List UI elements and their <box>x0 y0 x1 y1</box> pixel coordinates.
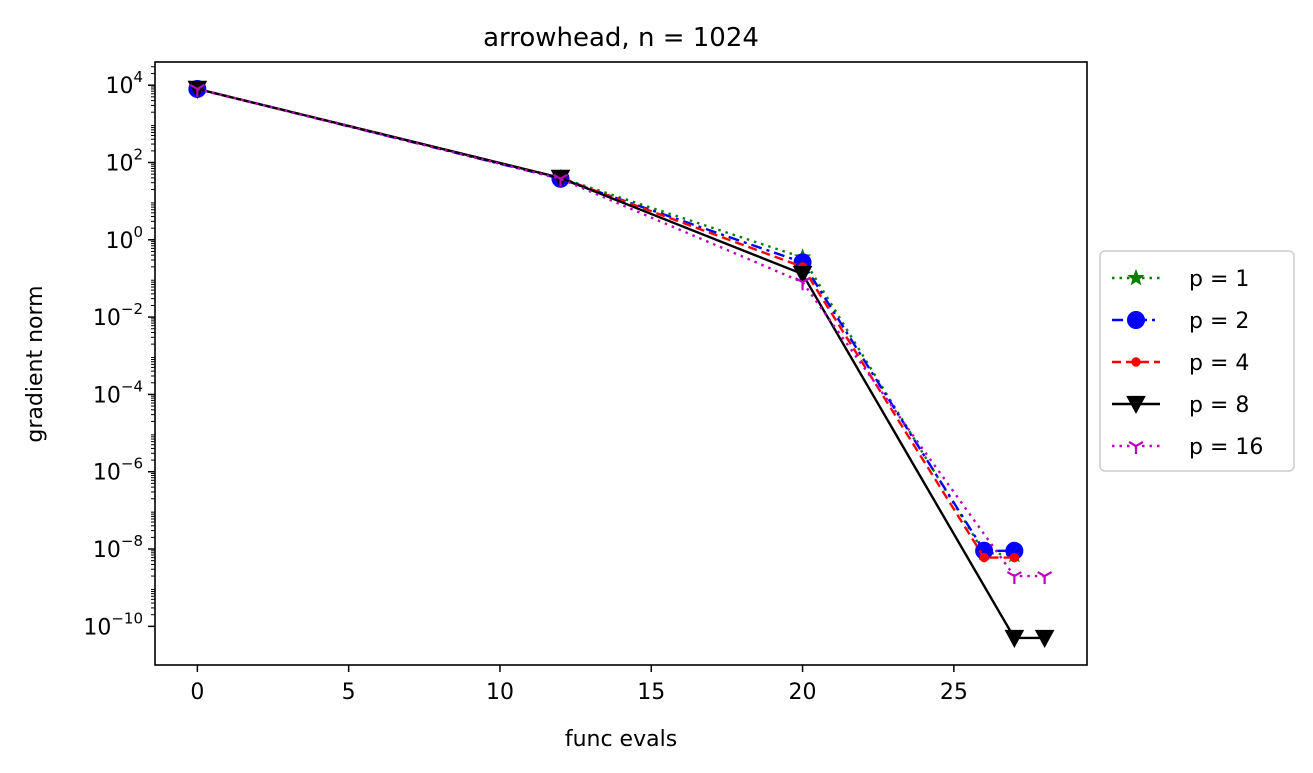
legend-label: p = 2 <box>1189 309 1249 334</box>
plot-area <box>187 79 1055 649</box>
series-line <box>197 87 1045 640</box>
series-3 <box>192 84 1020 563</box>
legend-item: p = 2 <box>1112 309 1249 334</box>
y-tick-label: 10−10 <box>83 609 143 640</box>
data-point <box>1037 571 1053 585</box>
legend-item: p = 4 <box>1112 351 1249 376</box>
x-tick-label: 20 <box>789 680 817 705</box>
y-tick-label: 10−8 <box>93 532 143 563</box>
legend-marker <box>1127 268 1145 286</box>
legend-marker <box>1128 441 1144 454</box>
y-tick-label: 100 <box>105 223 143 254</box>
series-2 <box>188 79 1024 560</box>
x-tick-label: 0 <box>190 680 204 705</box>
y-tick-label: 10−4 <box>93 377 143 408</box>
series-5 <box>189 83 1053 585</box>
x-tick-label: 10 <box>486 680 514 705</box>
data-point <box>1009 552 1020 563</box>
data-point <box>1004 629 1025 649</box>
data-point <box>979 552 989 563</box>
data-point <box>1034 629 1055 649</box>
series-4 <box>187 80 1055 649</box>
x-tick-label: 25 <box>940 680 968 705</box>
series-1 <box>188 79 1024 563</box>
axes-frame <box>154 61 1088 666</box>
data-point <box>795 277 811 291</box>
series-line <box>197 87 1045 578</box>
y-tick-label: 10−2 <box>93 300 143 331</box>
x-tick-label: 15 <box>637 680 665 705</box>
y-tick-label: 104 <box>105 68 143 99</box>
legend-label: p = 8 <box>1189 393 1249 418</box>
legend: p = 1 p = 2 p = 4 p = 8 p = 16 <box>1099 250 1295 472</box>
legend-marker <box>1126 395 1146 415</box>
series-line <box>197 87 1015 557</box>
y-tick-label: 102 <box>105 146 143 177</box>
x-axis: 0 5 10 15 20 25 <box>190 665 968 705</box>
y-axis-label: gradient norm <box>23 285 48 442</box>
chart-title: arrowhead, n = 1024 <box>483 23 759 53</box>
legend-label: p = 1 <box>1189 267 1249 292</box>
series-line <box>197 87 1015 553</box>
series-line <box>197 87 1015 559</box>
x-axis-label: func evals <box>565 727 677 752</box>
data-point <box>189 83 205 97</box>
x-tick-label: 5 <box>342 680 356 705</box>
legend-item: p = 8 <box>1112 393 1249 418</box>
legend-marker <box>1131 357 1141 367</box>
data-point <box>552 173 568 187</box>
data-point <box>1006 571 1022 585</box>
legend-frame <box>1099 250 1295 472</box>
legend-label: p = 16 <box>1189 435 1263 460</box>
legend-marker <box>1127 311 1145 329</box>
legend-item: p = 1 <box>1112 267 1249 292</box>
data-point <box>792 265 813 285</box>
y-axis: 104 102 100 10−2 10−4 10−6 10−8 10−10 <box>83 66 155 640</box>
y-tick-label: 10−6 <box>93 455 143 486</box>
legend-item: p = 16 <box>1112 435 1263 460</box>
legend-label: p = 4 <box>1189 351 1249 376</box>
